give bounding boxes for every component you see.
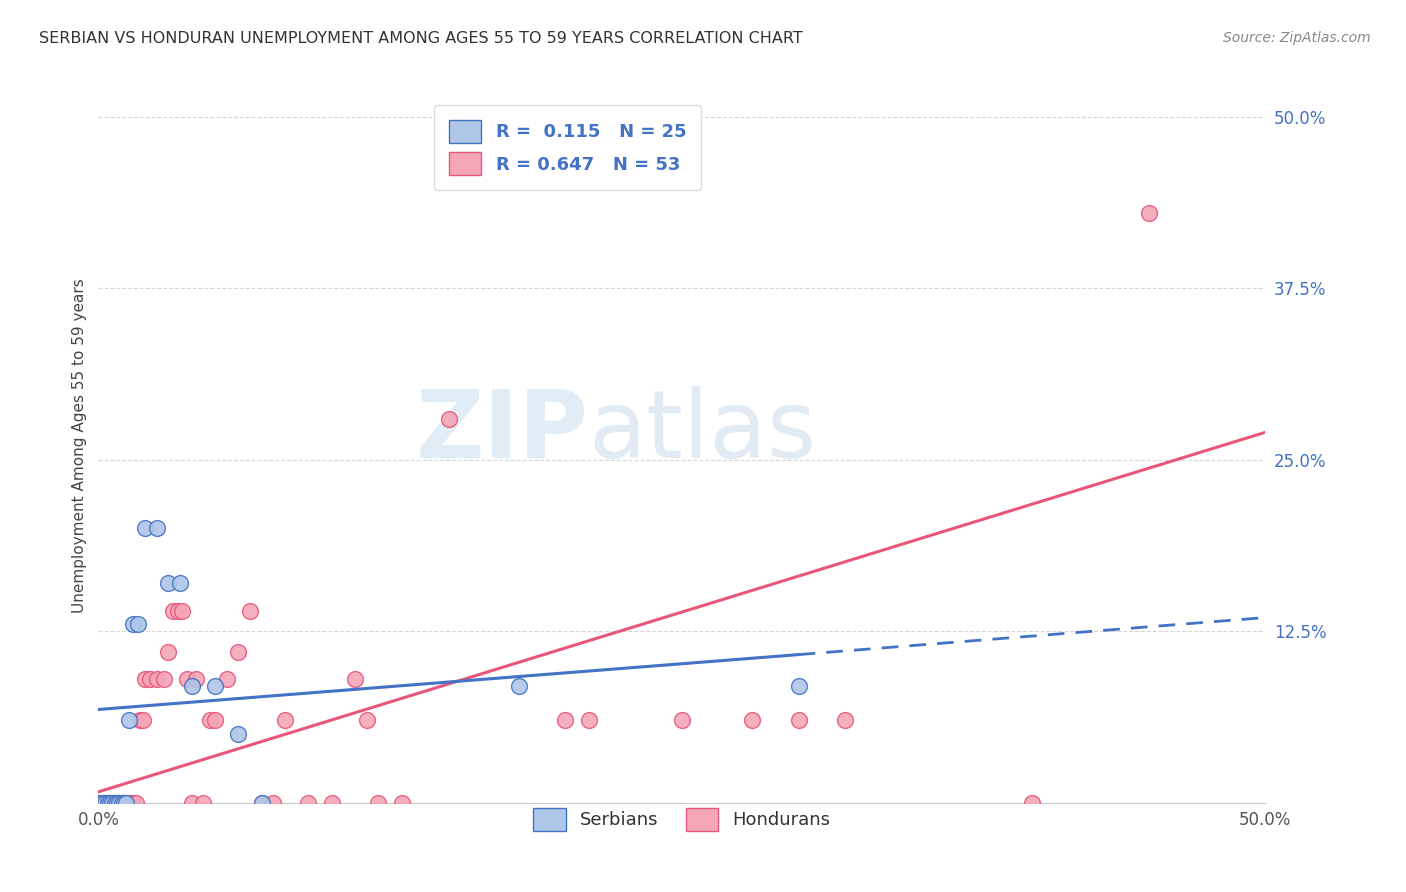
Point [157,645,180,659]
Point [437,411,460,425]
Point [91,796,114,810]
Point [112,796,135,810]
Point [204,679,226,693]
Point [127,617,149,632]
Point [228,645,250,659]
Point [105,796,128,810]
Point [87,796,110,810]
Point [193,796,215,810]
Point [118,714,141,728]
Point [146,673,169,687]
Point [111,796,134,810]
Point [111,796,134,810]
Point [97,796,120,810]
Point [250,796,273,810]
Legend: Serbians, Hondurans: Serbians, Hondurans [524,799,839,840]
Point [239,604,262,618]
Text: Source: ZipAtlas.com: Source: ZipAtlas.com [1223,31,1371,45]
Point [139,673,162,687]
Point [157,576,180,591]
Point [787,679,810,693]
Text: ZIP: ZIP [416,385,589,478]
Point [108,796,131,810]
Y-axis label: Unemployment Among Ages 55 to 59 years: Unemployment Among Ages 55 to 59 years [72,278,87,614]
Point [132,714,155,728]
Point [162,604,184,618]
Point [391,796,413,810]
Point [105,796,128,810]
Point [87,796,110,810]
Point [166,604,188,618]
Point [367,796,389,810]
Point [204,714,226,728]
Point [101,796,124,810]
Point [146,521,169,535]
Point [94,796,117,810]
Point [120,796,142,810]
Point [112,796,135,810]
Point [200,714,222,728]
Point [262,796,284,810]
Point [104,796,127,810]
Point [250,796,273,810]
Point [508,679,530,693]
Point [741,714,763,728]
Point [554,714,576,728]
Point [186,673,208,687]
Point [578,714,600,728]
Point [134,521,156,535]
Point [91,796,114,810]
Point [321,796,343,810]
Point [101,796,124,810]
Point [122,796,145,810]
Point [152,673,174,687]
Point [176,673,198,687]
Point [104,796,127,810]
Point [215,673,238,687]
Point [671,714,693,728]
Point [97,796,120,810]
Point [115,796,138,810]
Point [125,796,148,810]
Point [118,796,141,810]
Point [297,796,319,810]
Point [134,673,156,687]
Point [1137,205,1160,219]
Text: SERBIAN VS HONDURAN UNEMPLOYMENT AMONG AGES 55 TO 59 YEARS CORRELATION CHART: SERBIAN VS HONDURAN UNEMPLOYMENT AMONG A… [39,31,803,46]
Point [115,796,138,810]
Point [787,714,810,728]
Point [129,714,152,728]
Point [108,796,131,810]
Point [169,576,191,591]
Point [274,714,297,728]
Point [122,617,145,632]
Point [228,727,250,741]
Point [180,679,202,693]
Text: atlas: atlas [589,385,817,478]
Point [98,796,121,810]
Point [172,604,194,618]
Point [98,796,121,810]
Point [180,796,202,810]
Point [1021,796,1043,810]
Point [344,673,367,687]
Point [834,714,856,728]
Point [356,714,378,728]
Point [94,796,117,810]
